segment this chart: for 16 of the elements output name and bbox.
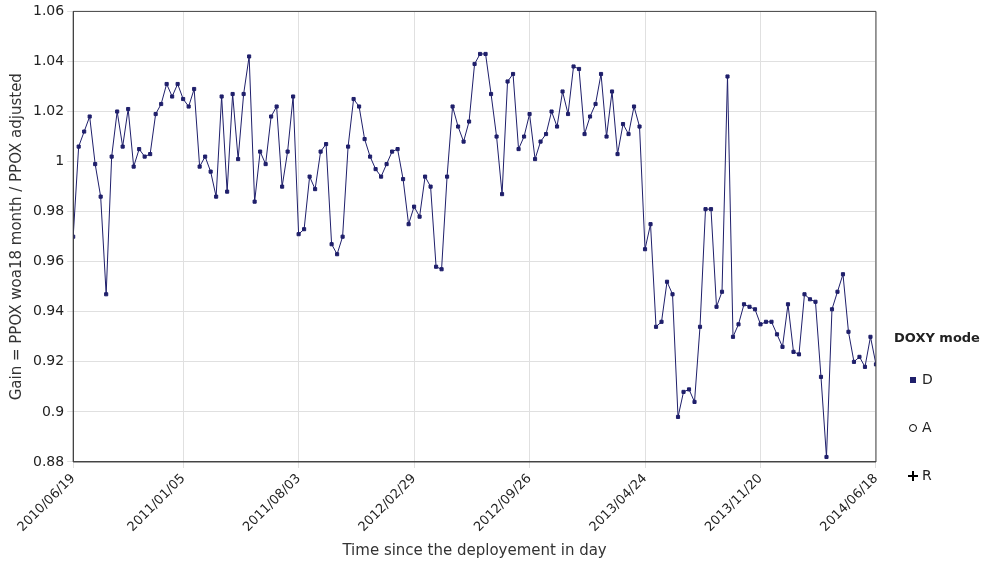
y-tick-label: 1.06: [33, 2, 65, 19]
legend-label: D: [921, 371, 934, 387]
y-tick-label: 1.04: [33, 52, 65, 69]
legend-label: R: [921, 467, 933, 483]
y-tick-label: 0.98: [33, 202, 65, 219]
y-tick-label: 0.96: [33, 252, 65, 269]
y-tick-label: 1: [55, 152, 65, 169]
y-tick-label: 0.94: [33, 302, 65, 319]
legend-title: DOXY mode: [894, 330, 981, 345]
y-tick-label: 0.9: [41, 402, 65, 419]
y-tick-label: 0.88: [33, 452, 65, 469]
y-axis-title: Gain = PPOX woa18 month / PPOX adjusted: [6, 73, 25, 401]
y-tick-label: 1.02: [33, 102, 65, 119]
legend-label: A: [921, 419, 933, 435]
x-axis-title: Time since the deployement in day: [341, 540, 607, 559]
y-tick-label: 0.92: [33, 352, 65, 369]
